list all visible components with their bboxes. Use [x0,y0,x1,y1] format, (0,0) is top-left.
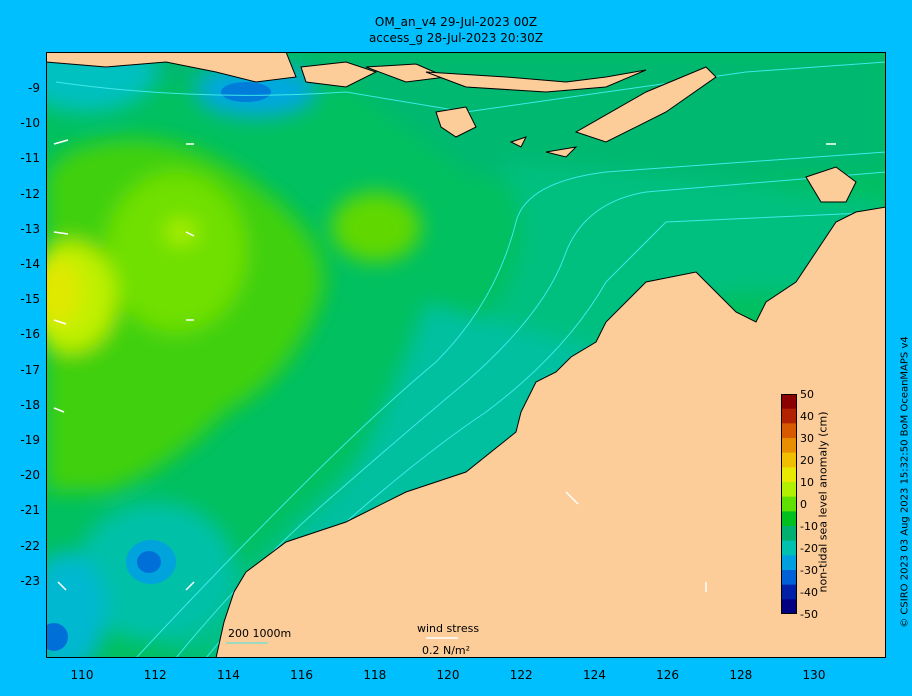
colorbar-swatch [781,526,797,542]
map-subtitle: access_g 28-Jul-2023 20:30Z [368,31,544,45]
credit-text: © CSIRO 2023 03 Aug 2023 15:32:50 BoM Oc… [899,336,911,628]
colorbar-tick: -20 [800,542,818,555]
lat-tick: -21 [20,503,40,518]
colorbar [781,394,797,614]
colorbar-swatch [781,496,797,512]
lat-tick: -17 [20,362,40,377]
colorbar-swatch [781,555,797,571]
colorbar-tick: 50 [800,388,814,401]
australia-land [215,206,886,658]
colorbar-swatch [781,408,797,424]
wind-stress-arrows [53,139,836,592]
colorbar-swatch [781,540,797,556]
lat-tick: -19 [20,433,40,447]
lon-tick: 110 [70,668,94,682]
colorbar-tick: -50 [800,608,818,621]
lon-tick: 120 [436,668,460,682]
colorbar-swatch [781,467,797,483]
colorbar-swatch [781,482,797,498]
wind-legend-value: 0.2 N/m² [422,644,471,657]
wind-legend-title: wind stress [417,622,480,635]
lat-tick: -10 [20,116,40,131]
lat-tick: -9 [28,81,40,95]
colorbar-label: non-tidal sea level anomaly (cm) [816,411,830,593]
lat-tick: -11 [20,151,40,166]
colorbar-tick: 30 [800,432,814,445]
lon-tick: 128 [729,668,753,682]
colorbar-swatch [781,394,797,410]
lat-tick: -12 [20,186,40,201]
colorbar-swatch [781,599,797,614]
colorbar-swatch [781,511,797,527]
lon-tick: 126 [656,668,680,682]
lon-tick: 112 [143,668,167,682]
lat-tick: -18 [20,397,40,412]
colorbar-tick: -40 [800,586,818,599]
colorbar-tick: 20 [800,454,814,467]
lon-tick: 114 [216,668,240,682]
lat-tick: -13 [20,221,40,236]
colorbar-swatch [781,452,797,468]
colorbar-tick: -30 [800,564,818,577]
sea-level-map [46,52,886,658]
colorbar-swatch [781,570,797,586]
colorbar-tick: 40 [800,410,814,423]
lon-tick: 116 [290,668,314,682]
lon-tick: 118 [363,668,387,682]
colorbar-tick: -10 [800,520,818,533]
lon-tick: 124 [582,668,606,682]
colorbar-tick: 10 [800,476,814,489]
lat-tick: -16 [20,327,40,342]
colorbar-swatch [781,423,797,439]
lat-tick: -22 [20,538,40,553]
lat-tick: -20 [20,468,40,483]
lat-tick: -15 [20,292,40,307]
colorbar-swatch [781,584,797,600]
colorbar-tick: 0 [800,498,807,511]
colorbar-swatch [781,438,797,454]
map-title: OM_an_v4 29-Jul-2023 00Z [374,15,538,29]
lon-tick: 122 [509,668,533,682]
indonesian-islands [46,52,857,203]
lon-tick: 130 [802,668,826,682]
lat-tick: -14 [20,257,40,271]
lat-tick: -23 [20,573,40,588]
depth-legend: 200 1000m [228,627,292,640]
